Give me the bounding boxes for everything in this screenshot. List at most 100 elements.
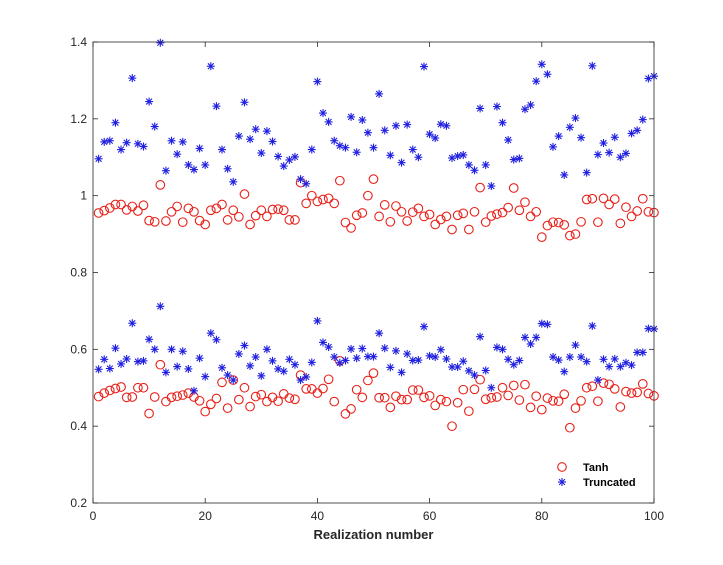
point-tanh: [234, 211, 244, 222]
point-tanh: [480, 217, 491, 228]
point-tanh: [301, 384, 312, 394]
point-truncated: [262, 345, 271, 354]
legend-label-tanh: Tanh: [583, 462, 609, 474]
point-tanh: [419, 211, 429, 222]
point-truncated: [150, 122, 159, 131]
point-truncated: [593, 376, 602, 385]
point-tanh: [458, 384, 469, 395]
point-truncated: [352, 148, 361, 157]
point-truncated: [184, 364, 193, 373]
point-truncated: [498, 118, 507, 127]
point-tanh: [536, 404, 547, 415]
y-tick-label: 0.4: [70, 419, 87, 433]
point-truncated: [453, 152, 462, 161]
point-tanh: [166, 392, 177, 403]
point-truncated: [369, 143, 378, 152]
point-truncated: [459, 150, 468, 159]
point-tanh: [615, 402, 626, 412]
point-tanh: [413, 385, 424, 395]
point-truncated: [509, 155, 518, 164]
point-truncated: [481, 366, 490, 375]
point-tanh: [357, 392, 368, 403]
point-truncated: [117, 145, 126, 154]
y-tick-label: 0.6: [70, 342, 87, 356]
point-truncated: [397, 368, 406, 377]
point-truncated: [537, 60, 546, 69]
point-tanh: [363, 190, 373, 201]
point-truncated: [240, 341, 249, 350]
point-tanh: [189, 206, 199, 217]
point-truncated: [218, 363, 227, 372]
point-tanh: [133, 206, 143, 216]
point-tanh: [441, 211, 452, 222]
point-truncated: [470, 371, 479, 380]
point-tanh: [553, 396, 564, 407]
point-truncated: [386, 151, 395, 160]
x-tick-label: 0: [90, 509, 97, 523]
point-tanh: [318, 383, 328, 394]
point-truncated: [532, 77, 541, 86]
point-truncated: [554, 356, 563, 365]
point-truncated: [520, 105, 529, 114]
point-truncated: [610, 133, 619, 142]
point-tanh: [458, 208, 469, 219]
point-truncated: [296, 376, 305, 385]
legend-marker-truncated: [558, 478, 566, 486]
point-tanh: [531, 391, 542, 402]
point-truncated: [476, 104, 485, 113]
point-tanh: [234, 394, 244, 405]
point-truncated: [307, 358, 316, 367]
point-tanh: [508, 183, 519, 193]
point-truncated: [577, 133, 586, 142]
point-tanh: [200, 219, 211, 230]
point-tanh: [138, 382, 149, 393]
point-truncated: [201, 160, 210, 169]
point-truncated: [156, 38, 165, 47]
point-tanh: [464, 406, 474, 417]
point-tanh: [632, 206, 643, 216]
point-truncated: [375, 89, 384, 98]
point-truncated: [173, 150, 182, 159]
point-tanh: [267, 204, 278, 215]
point-truncated: [358, 115, 367, 124]
plot-background: [93, 42, 654, 503]
point-truncated: [257, 149, 266, 158]
y-tick-label: 1.2: [70, 112, 87, 126]
point-tanh: [564, 230, 575, 241]
point-tanh: [99, 205, 110, 216]
point-truncated: [419, 322, 428, 331]
point-tanh: [222, 403, 233, 413]
point-tanh: [379, 200, 390, 210]
point-tanh: [424, 390, 435, 401]
point-truncated: [218, 145, 227, 154]
point-truncated: [419, 62, 428, 71]
x-tick-label: 80: [535, 509, 549, 523]
point-truncated: [565, 123, 574, 132]
point-tanh: [177, 390, 188, 400]
point-truncated: [577, 353, 586, 362]
point-tanh: [615, 218, 626, 229]
point-truncated: [464, 366, 473, 375]
point-truncated: [476, 332, 485, 341]
point-truncated: [448, 154, 457, 163]
point-tanh: [564, 422, 575, 433]
point-truncated: [206, 62, 215, 71]
point-truncated: [363, 128, 372, 137]
data-markers: [93, 38, 659, 433]
point-tanh: [508, 380, 519, 391]
point-truncated: [386, 363, 395, 372]
point-tanh: [492, 392, 502, 402]
point-truncated: [111, 344, 120, 353]
point-tanh: [637, 193, 648, 204]
point-truncated: [610, 354, 619, 363]
point-tanh: [559, 220, 570, 230]
point-truncated: [100, 355, 109, 364]
point-truncated: [195, 144, 204, 153]
axes: 0 20 40 60 80 100 0.2 0.4 0.6 0.8 1 1.2 1.4: [70, 35, 664, 523]
point-truncated: [369, 352, 378, 361]
point-tanh: [161, 216, 171, 226]
point-tanh: [447, 224, 457, 235]
point-tanh: [604, 199, 614, 210]
point-tanh: [475, 182, 485, 193]
point-truncated: [638, 115, 647, 124]
